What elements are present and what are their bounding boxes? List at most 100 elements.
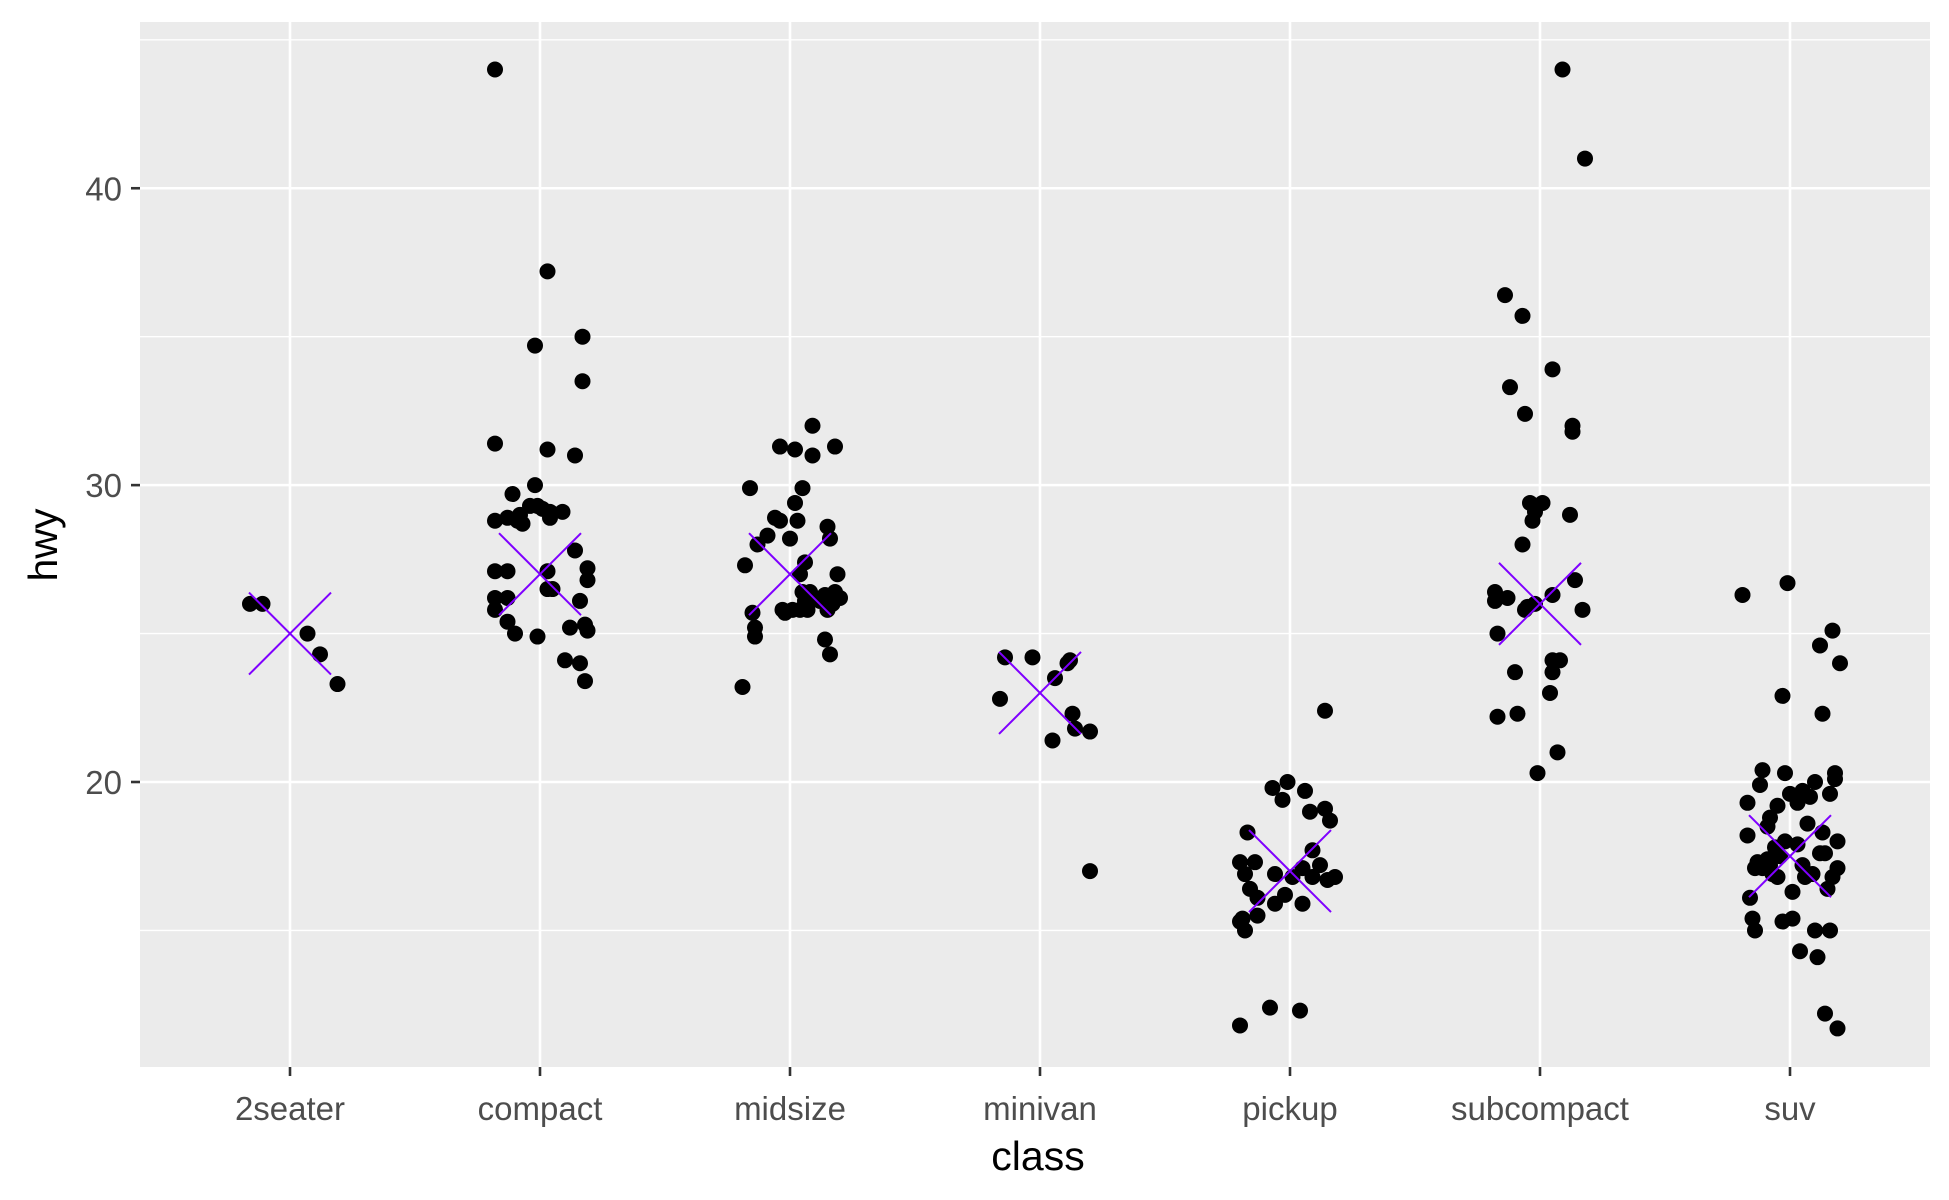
summary-marker-stroke xyxy=(1498,562,1582,646)
data-point-compact xyxy=(544,581,561,598)
data-point-suv xyxy=(1814,824,1831,841)
data-point-pickup xyxy=(1234,910,1251,927)
data-point-suv xyxy=(1799,815,1816,832)
data-point-subcompact xyxy=(1534,494,1551,511)
summary-marker-stroke xyxy=(998,651,1082,735)
data-point-subcompact xyxy=(1489,625,1506,642)
data-point-compact xyxy=(572,655,588,672)
data-point-pickup xyxy=(1237,866,1253,883)
y-axis: 20 30 40 xyxy=(85,170,140,801)
data-point-minivan xyxy=(1062,652,1078,669)
summary-marker-compact xyxy=(498,532,582,616)
summary-marker-stroke xyxy=(748,532,832,616)
data-point-pickup xyxy=(1262,999,1278,1016)
data-point-suv xyxy=(1809,949,1826,966)
data-point-midsize xyxy=(822,530,838,547)
data-point-suv xyxy=(1829,860,1846,877)
data-point-midsize xyxy=(832,589,848,606)
summary-marker-stroke xyxy=(498,532,582,616)
data-point-compact xyxy=(542,503,558,520)
data-point-midsize xyxy=(794,480,811,497)
data-point-suv xyxy=(1772,848,1788,865)
data-point-subcompact xyxy=(1509,705,1526,722)
data-point-suv xyxy=(1779,575,1796,592)
data-point-midsize xyxy=(737,557,753,574)
data-point-suv xyxy=(1832,655,1848,672)
x-tick-label: minivan xyxy=(983,1090,1097,1127)
data-point-suv xyxy=(1784,910,1801,927)
data-point-compact xyxy=(574,328,591,345)
data-point-compact xyxy=(527,337,543,354)
data-point-midsize xyxy=(799,601,816,618)
data-point-compact xyxy=(487,61,503,78)
data-point-midsize xyxy=(817,631,833,648)
data-point-pickup xyxy=(1304,842,1321,859)
data-point-compact xyxy=(539,441,556,458)
data-point-compact xyxy=(567,542,583,559)
data-point-compact xyxy=(507,625,523,642)
data-point-midsize xyxy=(787,441,803,458)
data-point-minivan xyxy=(1044,732,1061,749)
data-point-subcompact xyxy=(1517,405,1533,422)
data-point-pickup xyxy=(1297,782,1313,799)
data-point-pickup xyxy=(1304,869,1321,885)
data-point-compact xyxy=(577,673,593,690)
data-point-suv xyxy=(1824,622,1841,639)
data-point-midsize xyxy=(759,527,776,544)
data-point-2seater xyxy=(254,595,271,612)
plot-panel xyxy=(140,22,1930,1067)
data-point-midsize xyxy=(734,679,751,695)
data-points xyxy=(242,61,1848,1037)
summary-marker-pickup xyxy=(1248,829,1332,913)
data-point-2seater xyxy=(242,595,258,612)
data-point-compact xyxy=(577,616,593,633)
data-point-suv xyxy=(1792,943,1808,960)
data-point-suv xyxy=(1822,785,1838,802)
data-point-suv xyxy=(1817,845,1833,862)
data-point-compact xyxy=(499,589,516,606)
data-point-pickup xyxy=(1294,895,1311,912)
data-point-compact xyxy=(514,515,531,532)
data-point-suv xyxy=(1827,765,1843,782)
data-point-subcompact xyxy=(1514,536,1531,553)
x-tick-label: compact xyxy=(478,1090,603,1127)
data-point-compact xyxy=(579,572,596,589)
data-point-pickup xyxy=(1249,907,1266,924)
data-point-minivan xyxy=(1064,705,1081,722)
data-point-suv xyxy=(1734,586,1751,603)
data-point-subcompact xyxy=(1499,589,1516,606)
data-point-compact xyxy=(487,512,503,529)
data-point-suv xyxy=(1822,922,1838,939)
data-point-subcompact xyxy=(1554,61,1571,78)
data-point-midsize xyxy=(772,512,788,529)
data-point-suv xyxy=(1829,1020,1846,1037)
data-point-pickup xyxy=(1247,854,1263,871)
data-point-subcompact xyxy=(1497,287,1513,304)
data-point-compact xyxy=(487,601,503,618)
data-point-suv xyxy=(1789,836,1806,853)
data-point-pickup xyxy=(1322,812,1338,829)
data-point-midsize xyxy=(829,566,846,583)
data-point-suv xyxy=(1752,776,1768,793)
data-point-minivan xyxy=(1024,649,1041,666)
data-point-suv xyxy=(1762,809,1778,826)
data-point-suv xyxy=(1807,774,1823,790)
data-point-midsize xyxy=(787,494,803,511)
x-axis: 2seater compact midsize minivan pickup subcom… xyxy=(235,1067,1816,1127)
data-point-compact xyxy=(539,263,556,280)
data-point-suv xyxy=(1812,637,1828,654)
data-point-pickup xyxy=(1317,702,1333,719)
data-point-2seater xyxy=(299,625,316,642)
data-point-subcompact xyxy=(1577,150,1593,167)
data-point-compact xyxy=(554,503,571,520)
data-point-minivan xyxy=(1082,863,1098,880)
data-point-pickup xyxy=(1274,791,1291,808)
data-point-midsize xyxy=(819,518,836,535)
data-point-pickup xyxy=(1312,857,1328,874)
data-point-pickup xyxy=(1264,779,1281,796)
data-point-subcompact xyxy=(1549,744,1566,761)
data-point-subcompact xyxy=(1544,586,1561,603)
data-point-pickup xyxy=(1292,1002,1308,1019)
summary-marker-suv xyxy=(1748,814,1832,898)
